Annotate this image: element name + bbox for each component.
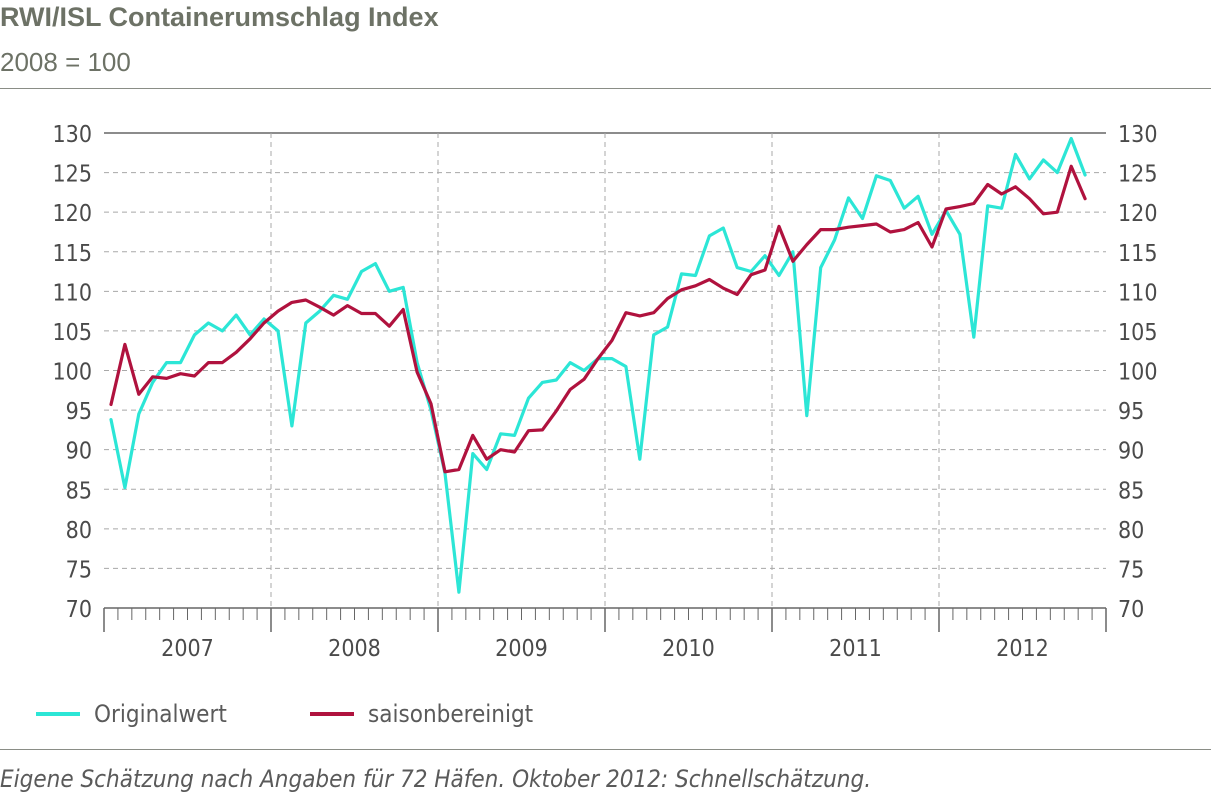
- y-tick-label-right: 100: [1118, 360, 1158, 386]
- y-tick-label-left: 115: [53, 241, 93, 267]
- legend-swatch-seasonal: [310, 712, 354, 716]
- line-chart: 70 70 75 75 80 80 85 85 90 90 95 95 100 100 105 105 110 1…: [53, 122, 1158, 662]
- y-tick-label-right: 120: [1118, 201, 1158, 227]
- x-tick-label: 2010: [662, 636, 715, 662]
- y-tick-label-left: 75: [66, 557, 92, 583]
- y-tick-label-right: 70: [1118, 597, 1144, 623]
- y-tick-label-right: 80: [1118, 518, 1144, 544]
- x-tick-label: 2008: [328, 636, 381, 662]
- y-tick-label-right: 90: [1118, 439, 1144, 465]
- chart-subtitle: 2008 = 100: [0, 47, 131, 77]
- y-tick-label-left: 100: [53, 360, 93, 386]
- y-tick-label-right: 130: [1118, 122, 1158, 148]
- y-tick-label-left: 70: [66, 597, 92, 623]
- chart-title: RWI/ISL Containerumschlag Index: [0, 2, 439, 32]
- y-tick-label-right: 125: [1118, 162, 1158, 188]
- top-divider: [0, 88, 1211, 89]
- x-tick-label: 2009: [495, 636, 548, 662]
- y-tick-label-left: 130: [53, 122, 93, 148]
- y-tick-label-right: 105: [1118, 320, 1158, 346]
- y-tick-label-left: 80: [66, 518, 92, 544]
- bottom-divider: [0, 749, 1211, 750]
- y-tick-label-right: 110: [1118, 280, 1158, 306]
- y-tick-label-left: 120: [53, 201, 93, 227]
- y-tick-label-right: 95: [1118, 399, 1144, 425]
- x-tick-label: 2011: [829, 636, 882, 662]
- legend-item-original: Originalwert: [36, 698, 227, 730]
- series-line-seasonal: [109, 164, 1087, 474]
- y-tick-label-left: 110: [53, 280, 93, 306]
- legend-label-original: Originalwert: [94, 700, 227, 728]
- y-tick-label-left: 105: [53, 320, 93, 346]
- legend-label-seasonal: saisonbereinigt: [368, 700, 534, 728]
- y-tick-label-left: 85: [66, 478, 92, 504]
- legend-item-seasonal: saisonbereinigt: [310, 698, 533, 730]
- x-tick-label: 2012: [996, 636, 1049, 662]
- legend-swatch-original: [36, 712, 80, 716]
- y-tick-label-right: 85: [1118, 478, 1144, 504]
- y-tick-label-right: 115: [1118, 241, 1158, 267]
- y-tick-label-left: 90: [66, 439, 92, 465]
- y-tick-label-right: 75: [1118, 557, 1144, 583]
- y-tick-label-left: 125: [53, 162, 93, 188]
- footnote: Eigene Schätzung nach Angaben für 72 Häf…: [0, 765, 872, 793]
- y-tick-label-left: 95: [66, 399, 92, 425]
- x-tick-label: 2007: [161, 636, 214, 662]
